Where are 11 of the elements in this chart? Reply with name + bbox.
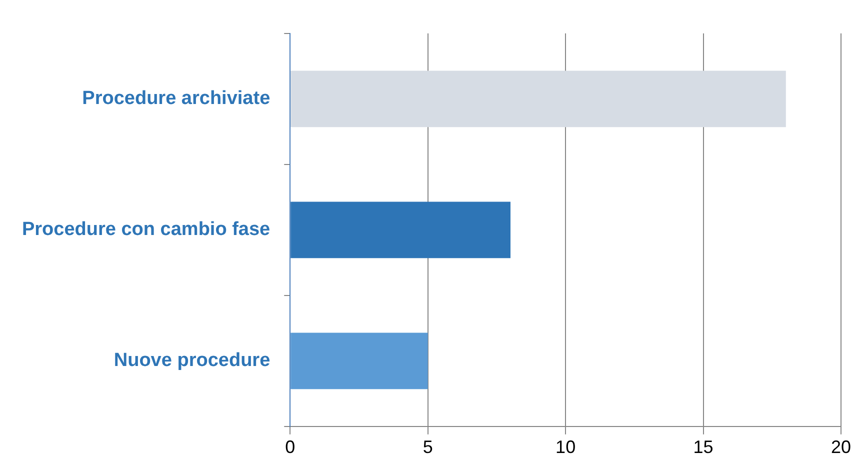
x-tick-label: 5 bbox=[422, 437, 433, 458]
bar bbox=[290, 332, 428, 390]
x-tick-label: 20 bbox=[830, 437, 852, 458]
x-tick-label: 10 bbox=[556, 437, 576, 458]
y-tick-label: Procedure archiviate bbox=[82, 88, 270, 110]
x-tick-label: 15 bbox=[693, 437, 714, 458]
y-tick-label: Procedure con cambio fase bbox=[22, 219, 270, 240]
x-tick-label: 0 bbox=[285, 437, 296, 458]
bar bbox=[290, 202, 510, 258]
y-tick-label: Nuove procedure bbox=[114, 350, 270, 372]
bar bbox=[290, 70, 786, 128]
